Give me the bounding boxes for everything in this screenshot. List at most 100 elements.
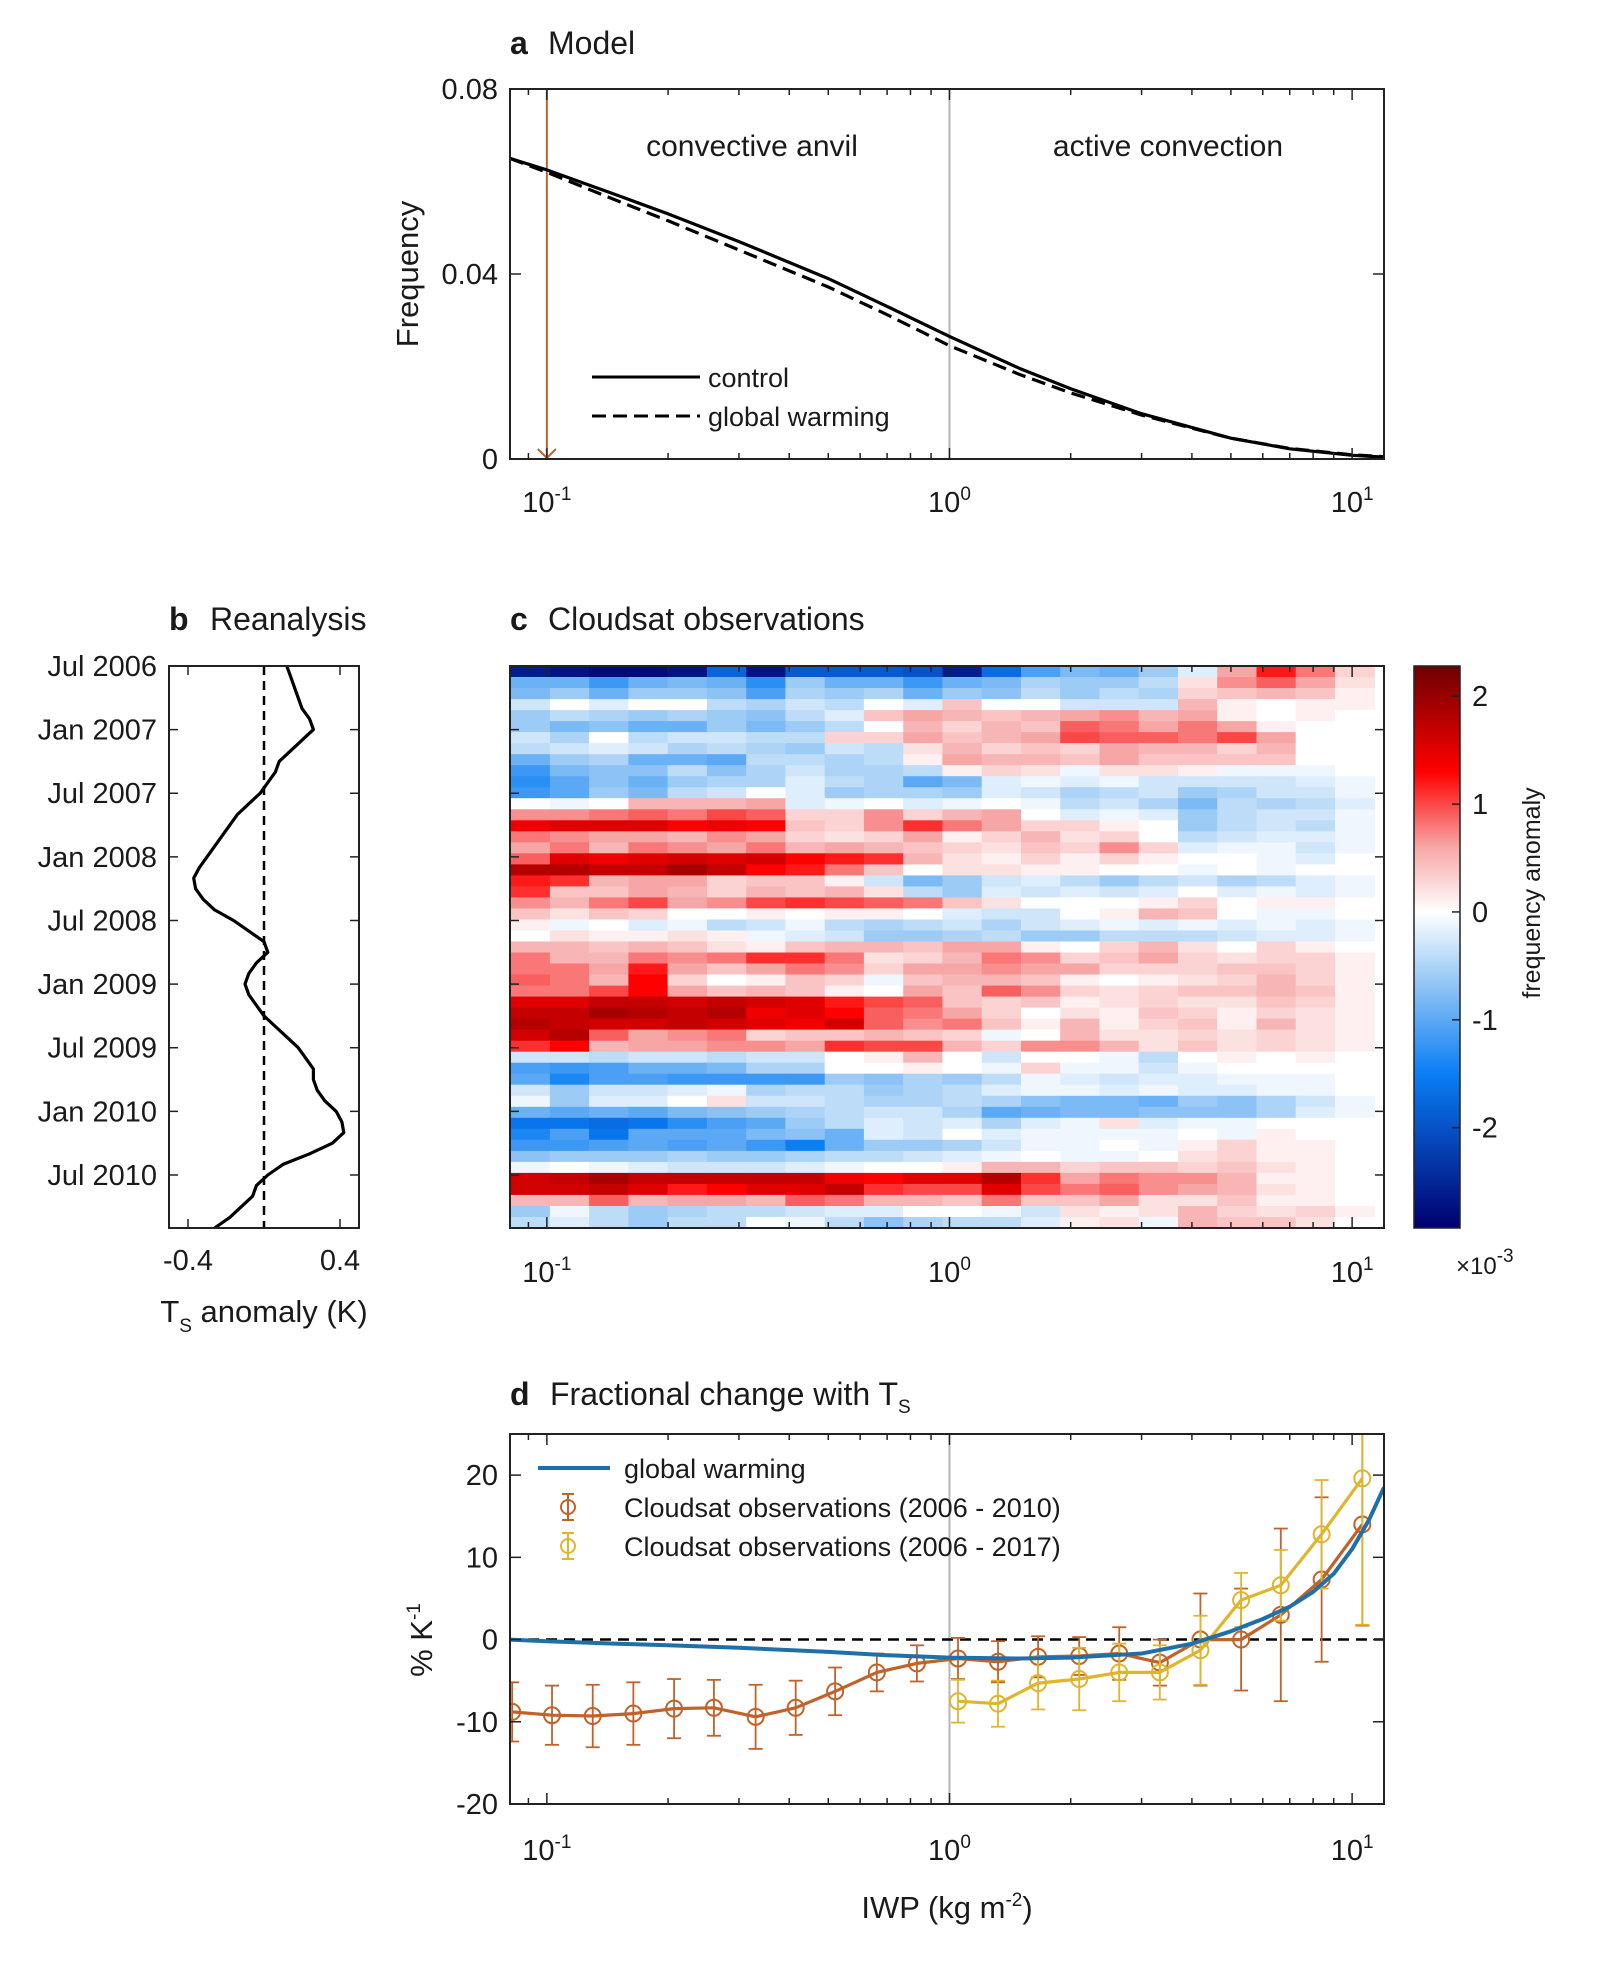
heatmap-cell [667,886,708,898]
legend-swatch-cloudsat-2010 [560,1493,576,1521]
heatmap-cell [981,864,1022,876]
region-label: convective anvil [646,130,858,163]
heatmap-cell [1256,1095,1297,1108]
heatmap-cell [981,963,1022,976]
heatmap-cell [981,809,1022,821]
heatmap-cell [1295,1139,1336,1152]
heatmap-cell [706,1062,747,1075]
heatmap-cell [1138,930,1179,943]
heatmap-cell [824,1073,865,1086]
heatmap-cell [1138,952,1179,965]
heatmap-cell [667,699,708,711]
heatmap-cell [1335,765,1375,777]
heatmap-cell [981,1172,1022,1185]
heatmap-cell [549,1029,590,1042]
heatmap-cell [1295,985,1336,998]
heatmap-cell [1099,1007,1140,1020]
heatmap-cell [1178,1007,1218,1020]
heatmap-cell [1060,1150,1101,1163]
heatmap-cell [667,1029,708,1042]
heatmap-cell [1060,831,1101,843]
heatmap-cell [1099,1117,1140,1130]
heatmap-cell [667,974,708,987]
heatmap-cell [706,732,747,744]
heatmap-cell [903,688,944,700]
heatmap-cell [785,699,826,711]
panel-a-title: Model [548,25,635,61]
heatmap-cell [549,1106,590,1119]
heatmap-cell [863,1128,904,1141]
data-point-cloudsat-2017 [1312,1525,1331,1544]
heatmap-cell [824,1040,865,1053]
heatmap-cell [1295,1084,1336,1097]
heatmap-cell [667,1183,708,1196]
heatmap-cell [1335,743,1375,755]
heatmap-cell [667,919,708,932]
data-point-cloudsat-2017 [1353,1469,1372,1488]
heatmap-cell [1099,1183,1140,1196]
y-tick-label: 0.08 [442,74,498,106]
heatmap-cell [981,1051,1022,1064]
heatmap-cell [589,666,629,678]
heatmap-cell [785,1217,826,1228]
heatmap-cell [1099,1106,1140,1119]
heatmap-cell [1295,864,1336,876]
heatmap-cell [863,886,904,898]
heatmap-cell [1060,1040,1101,1053]
heatmap-cell [1335,1007,1375,1020]
heatmap-cell [549,974,590,987]
heatmap-cell [706,1128,747,1141]
heatmap-cell [981,908,1022,920]
heatmap-cell [942,919,983,932]
heatmap-cell [1021,886,1061,898]
heatmap-cell [510,985,551,998]
heatmap-cell [903,732,944,744]
heatmap-cell [1099,677,1140,689]
heatmap-cell [667,1128,708,1141]
heatmap-cell [942,1117,983,1130]
heatmap-cell [510,787,551,799]
heatmap-cell [1335,875,1375,887]
y-tick-label: Jan 2009 [38,969,157,1001]
data-point-cloudsat-2010 [543,1706,562,1725]
heatmap-cell [706,699,747,711]
heatmap-cell [942,1106,983,1119]
heatmap-cell [1295,787,1336,799]
heatmap-cell [510,809,551,821]
heatmap-cell [510,1150,551,1163]
heatmap-cell [1335,1206,1375,1218]
heatmap-cell [510,1018,551,1031]
heatmap-cell [510,974,551,987]
heatmap-cell [706,952,747,965]
heatmap-cell [785,743,826,755]
heatmap-cell [1256,1018,1297,1031]
heatmap-cell [628,1150,669,1163]
heatmap-cell [589,1040,629,1053]
heatmap-cell [785,1161,826,1174]
heatmap-cell [667,853,708,865]
heatmap-cell [785,765,826,777]
heatmap-cell [667,754,708,766]
heatmap-cell [1021,1040,1061,1053]
heatmap-cell [1335,886,1375,898]
x-tick-label: 10-1 [522,1254,571,1289]
heatmap-cell [785,1018,826,1031]
heatmap-cell [785,864,826,876]
heatmap-cell [863,1117,904,1130]
heatmap-cell [1178,886,1218,898]
heatmap-cell [863,864,904,876]
heatmap-cell [1335,963,1375,976]
heatmap-cell [1021,787,1061,799]
heatmap-cell [1256,897,1297,909]
heatmap-cell [903,1172,944,1185]
heatmap-cell [1138,710,1179,722]
heatmap-cell [863,710,904,722]
heatmap-cell [1099,1040,1140,1053]
heatmap-cell [785,809,826,821]
heatmap-cell [1217,1117,1258,1130]
heatmap-cell [1217,963,1258,976]
heatmap-cell [628,809,669,821]
heatmap-cell [589,831,629,843]
heatmap-cell [903,1206,944,1218]
panel-d-title: Fractional change with TS [550,1376,911,1418]
